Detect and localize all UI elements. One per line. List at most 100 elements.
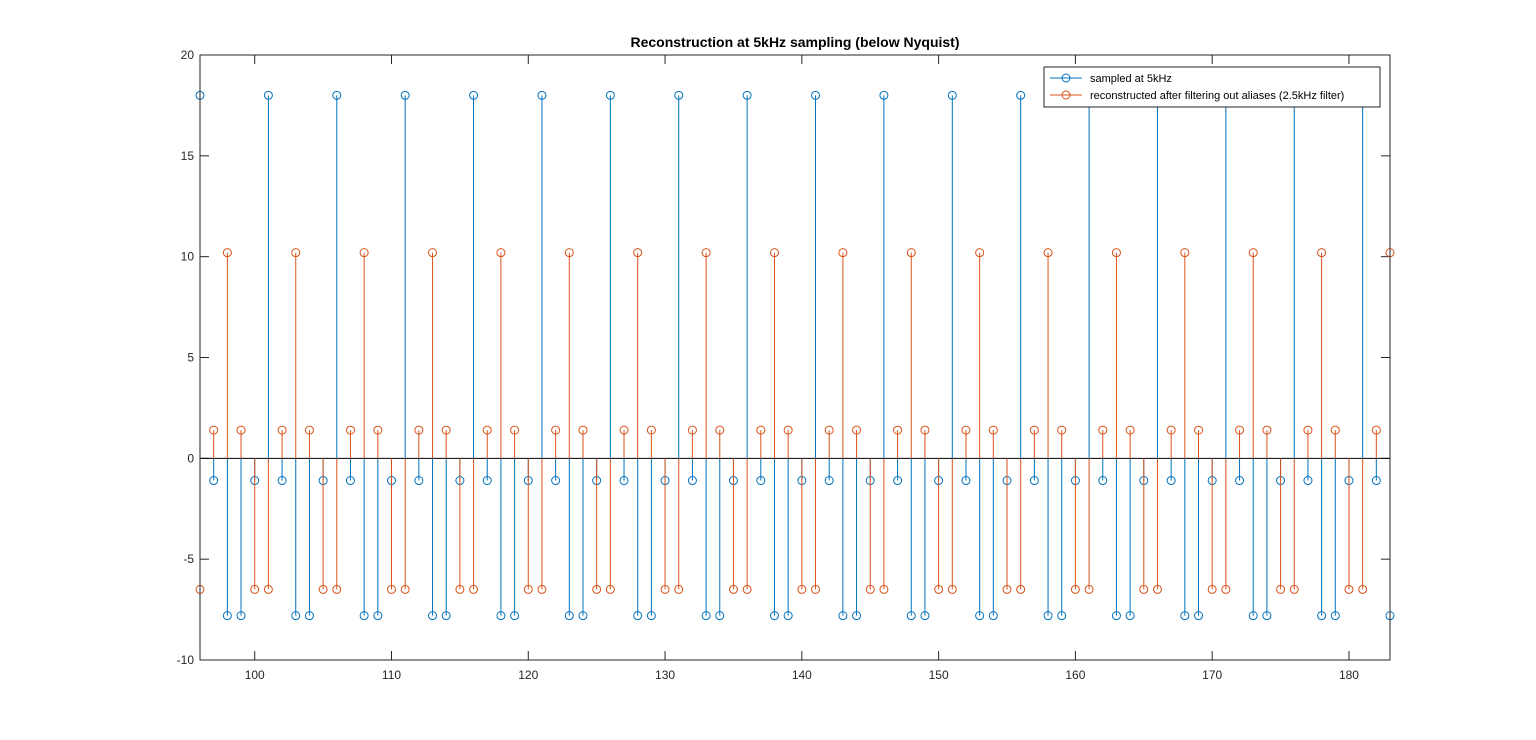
stem-marker	[277, 476, 287, 486]
stem-marker	[400, 584, 410, 594]
stem-marker	[838, 248, 848, 258]
stem-marker	[332, 90, 342, 100]
stem-marker	[236, 425, 246, 435]
stem-marker	[865, 584, 875, 594]
stem-marker	[893, 476, 903, 486]
stem-marker	[975, 611, 985, 621]
stem-marker	[619, 476, 629, 486]
stem-marker	[250, 584, 260, 594]
stem-marker	[510, 425, 520, 435]
stem-marker	[674, 584, 684, 594]
stem-marker	[496, 248, 506, 258]
stem-marker	[578, 425, 588, 435]
stem-marker	[756, 476, 766, 486]
y-tick-label: -5	[183, 552, 194, 566]
stem-marker	[988, 611, 998, 621]
stem-marker	[633, 611, 643, 621]
stem-marker	[373, 611, 383, 621]
stem-marker	[1166, 476, 1176, 486]
stem-marker	[1262, 425, 1272, 435]
stem-marker	[1330, 611, 1340, 621]
stem-marker	[510, 611, 520, 621]
stem-marker	[728, 584, 738, 594]
stem-marker	[1098, 476, 1108, 486]
stem-marker	[1303, 425, 1313, 435]
stem-marker	[291, 248, 301, 258]
stem-marker	[1029, 476, 1039, 486]
stem-marker	[811, 584, 821, 594]
stem-marker	[1002, 584, 1012, 594]
stem-marker	[1235, 425, 1245, 435]
stem-marker	[1194, 611, 1204, 621]
stem-marker	[811, 90, 821, 100]
stem-marker	[920, 425, 930, 435]
stem-marker	[263, 90, 273, 100]
stem-marker	[523, 584, 533, 594]
stem-marker	[578, 611, 588, 621]
y-tick-label: 5	[187, 351, 194, 365]
stem-marker	[1221, 584, 1231, 594]
stem-marker	[1166, 425, 1176, 435]
x-tick-label: 150	[929, 668, 949, 682]
stem-marker	[1262, 611, 1272, 621]
stem-marker	[304, 611, 314, 621]
stem-marker	[564, 611, 574, 621]
stem-marker	[1111, 611, 1121, 621]
stem-marker	[1111, 248, 1121, 258]
stem-marker	[209, 476, 219, 486]
stem-marker	[687, 425, 697, 435]
stem-marker	[824, 476, 834, 486]
stem-marker	[386, 584, 396, 594]
stem-marker	[359, 248, 369, 258]
stem-marker	[1289, 584, 1299, 594]
x-tick-label: 120	[518, 668, 538, 682]
stem-marker	[1057, 611, 1067, 621]
stem-marker	[797, 584, 807, 594]
stem-marker	[1248, 611, 1258, 621]
stem-marker	[715, 611, 725, 621]
stem-marker	[906, 248, 916, 258]
stem-marker	[428, 248, 438, 258]
stem-marker	[715, 425, 725, 435]
stem-marker	[961, 425, 971, 435]
stem-marker	[1207, 584, 1217, 594]
stem-marker	[1043, 248, 1053, 258]
stem-marker	[1235, 476, 1245, 486]
stem-marker	[1303, 476, 1313, 486]
stem-marker	[1371, 425, 1381, 435]
stem-marker	[1317, 248, 1327, 258]
stem-marker	[1084, 584, 1094, 594]
stem-marker	[742, 584, 752, 594]
stem-marker	[769, 248, 779, 258]
stem-marker	[975, 248, 985, 258]
stem-marker	[906, 611, 916, 621]
stem-marker	[455, 584, 465, 594]
stem-marker	[304, 425, 314, 435]
stem-marker	[824, 425, 834, 435]
stem-marker	[1016, 90, 1026, 100]
stem-marker	[633, 248, 643, 258]
x-tick-label: 180	[1339, 668, 1359, 682]
stem-marker	[1371, 476, 1381, 486]
legend-label: reconstructed after filtering out aliase…	[1090, 90, 1344, 102]
stem-marker	[1317, 611, 1327, 621]
stem-marker	[469, 90, 479, 100]
stem-marker	[961, 476, 971, 486]
stem-marker	[1152, 584, 1162, 594]
stem-marker	[1358, 584, 1368, 594]
stem-marker	[783, 611, 793, 621]
stem-marker	[428, 611, 438, 621]
stem-marker	[414, 425, 424, 435]
stem-marker	[222, 248, 232, 258]
y-tick-label: 0	[187, 451, 194, 465]
stem-marker	[482, 425, 492, 435]
stem-marker	[838, 611, 848, 621]
stem-marker	[605, 90, 615, 100]
stem-marker	[318, 584, 328, 594]
x-tick-label: 100	[245, 668, 265, 682]
stem-marker	[564, 248, 574, 258]
stem-series	[195, 90, 1395, 621]
stem-marker	[1098, 425, 1108, 435]
stem-marker	[400, 90, 410, 100]
y-tick-label: 15	[181, 149, 195, 163]
